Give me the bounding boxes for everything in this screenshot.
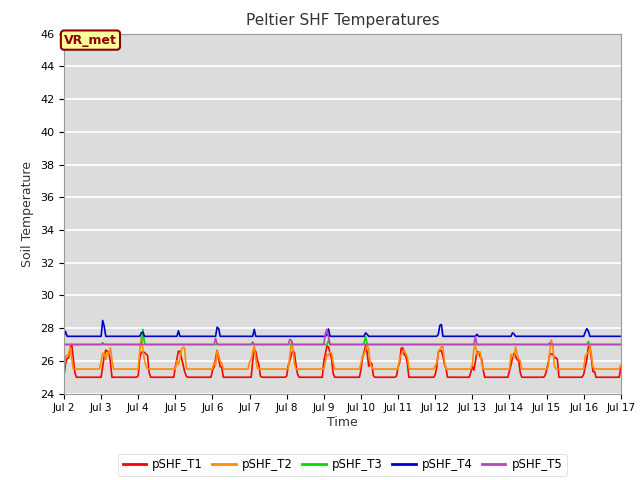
- pSHF_T1: [552, 355, 559, 360]
- pSHF_T4: [167, 334, 175, 339]
- Title: Peltier SHF Temperatures: Peltier SHF Temperatures: [246, 13, 439, 28]
- pSHF_T3: [397, 342, 405, 348]
- pSHF_T4: [77, 334, 85, 339]
- pSHF_T4: [63, 334, 71, 339]
- pSHF_T1: [399, 345, 406, 351]
- Line: pSHF_T5: pSHF_T5: [64, 329, 621, 345]
- pSHF_T1: [72, 374, 80, 380]
- pSHF_T5: [410, 342, 417, 348]
- pSHF_T4: [60, 333, 68, 339]
- X-axis label: Time: Time: [327, 416, 358, 429]
- pSHF_T1: [68, 341, 76, 347]
- pSHF_T3: [379, 342, 387, 348]
- pSHF_T4: [399, 334, 406, 339]
- pSHF_T1: [412, 374, 419, 380]
- pSHF_T3: [60, 342, 68, 348]
- pSHF_T3: [550, 342, 558, 348]
- pSHF_T2: [550, 362, 558, 368]
- Y-axis label: Soil Temperature: Soil Temperature: [22, 161, 35, 266]
- pSHF_T5: [76, 342, 83, 348]
- pSHF_T1: [167, 374, 175, 380]
- pSHF_T5: [550, 342, 558, 348]
- pSHF_T5: [164, 342, 172, 348]
- pSHF_T2: [379, 366, 387, 372]
- Line: pSHF_T2: pSHF_T2: [64, 337, 621, 369]
- pSHF_T1: [380, 374, 388, 380]
- pSHF_T1: [79, 374, 86, 380]
- pSHF_T3: [617, 342, 625, 348]
- pSHF_T4: [99, 318, 106, 324]
- pSHF_T5: [617, 342, 625, 348]
- pSHF_T1: [617, 364, 625, 370]
- pSHF_T2: [165, 366, 173, 372]
- pSHF_T5: [397, 342, 405, 348]
- pSHF_T5: [60, 342, 68, 348]
- pSHF_T2: [60, 366, 68, 372]
- Legend: pSHF_T1, pSHF_T2, pSHF_T3, pSHF_T4, pSHF_T5: pSHF_T1, pSHF_T2, pSHF_T3, pSHF_T4, pSHF…: [118, 454, 567, 476]
- pSHF_T4: [552, 334, 559, 339]
- pSHF_T4: [412, 334, 419, 339]
- Line: pSHF_T3: pSHF_T3: [64, 329, 621, 345]
- pSHF_T5: [323, 326, 331, 332]
- pSHF_T1: [60, 373, 68, 379]
- Line: pSHF_T1: pSHF_T1: [64, 344, 621, 377]
- pSHF_T4: [380, 334, 388, 339]
- pSHF_T2: [410, 366, 417, 372]
- pSHF_T5: [379, 342, 387, 348]
- pSHF_T2: [397, 351, 405, 357]
- pSHF_T3: [410, 342, 417, 348]
- pSHF_T3: [76, 342, 83, 348]
- pSHF_T2: [76, 366, 83, 372]
- pSHF_T2: [617, 362, 625, 368]
- pSHF_T2: [138, 335, 145, 340]
- pSHF_T3: [139, 326, 147, 332]
- Text: VR_met: VR_met: [64, 34, 117, 47]
- pSHF_T3: [165, 342, 173, 348]
- pSHF_T4: [617, 334, 625, 339]
- Line: pSHF_T4: pSHF_T4: [64, 321, 621, 336]
